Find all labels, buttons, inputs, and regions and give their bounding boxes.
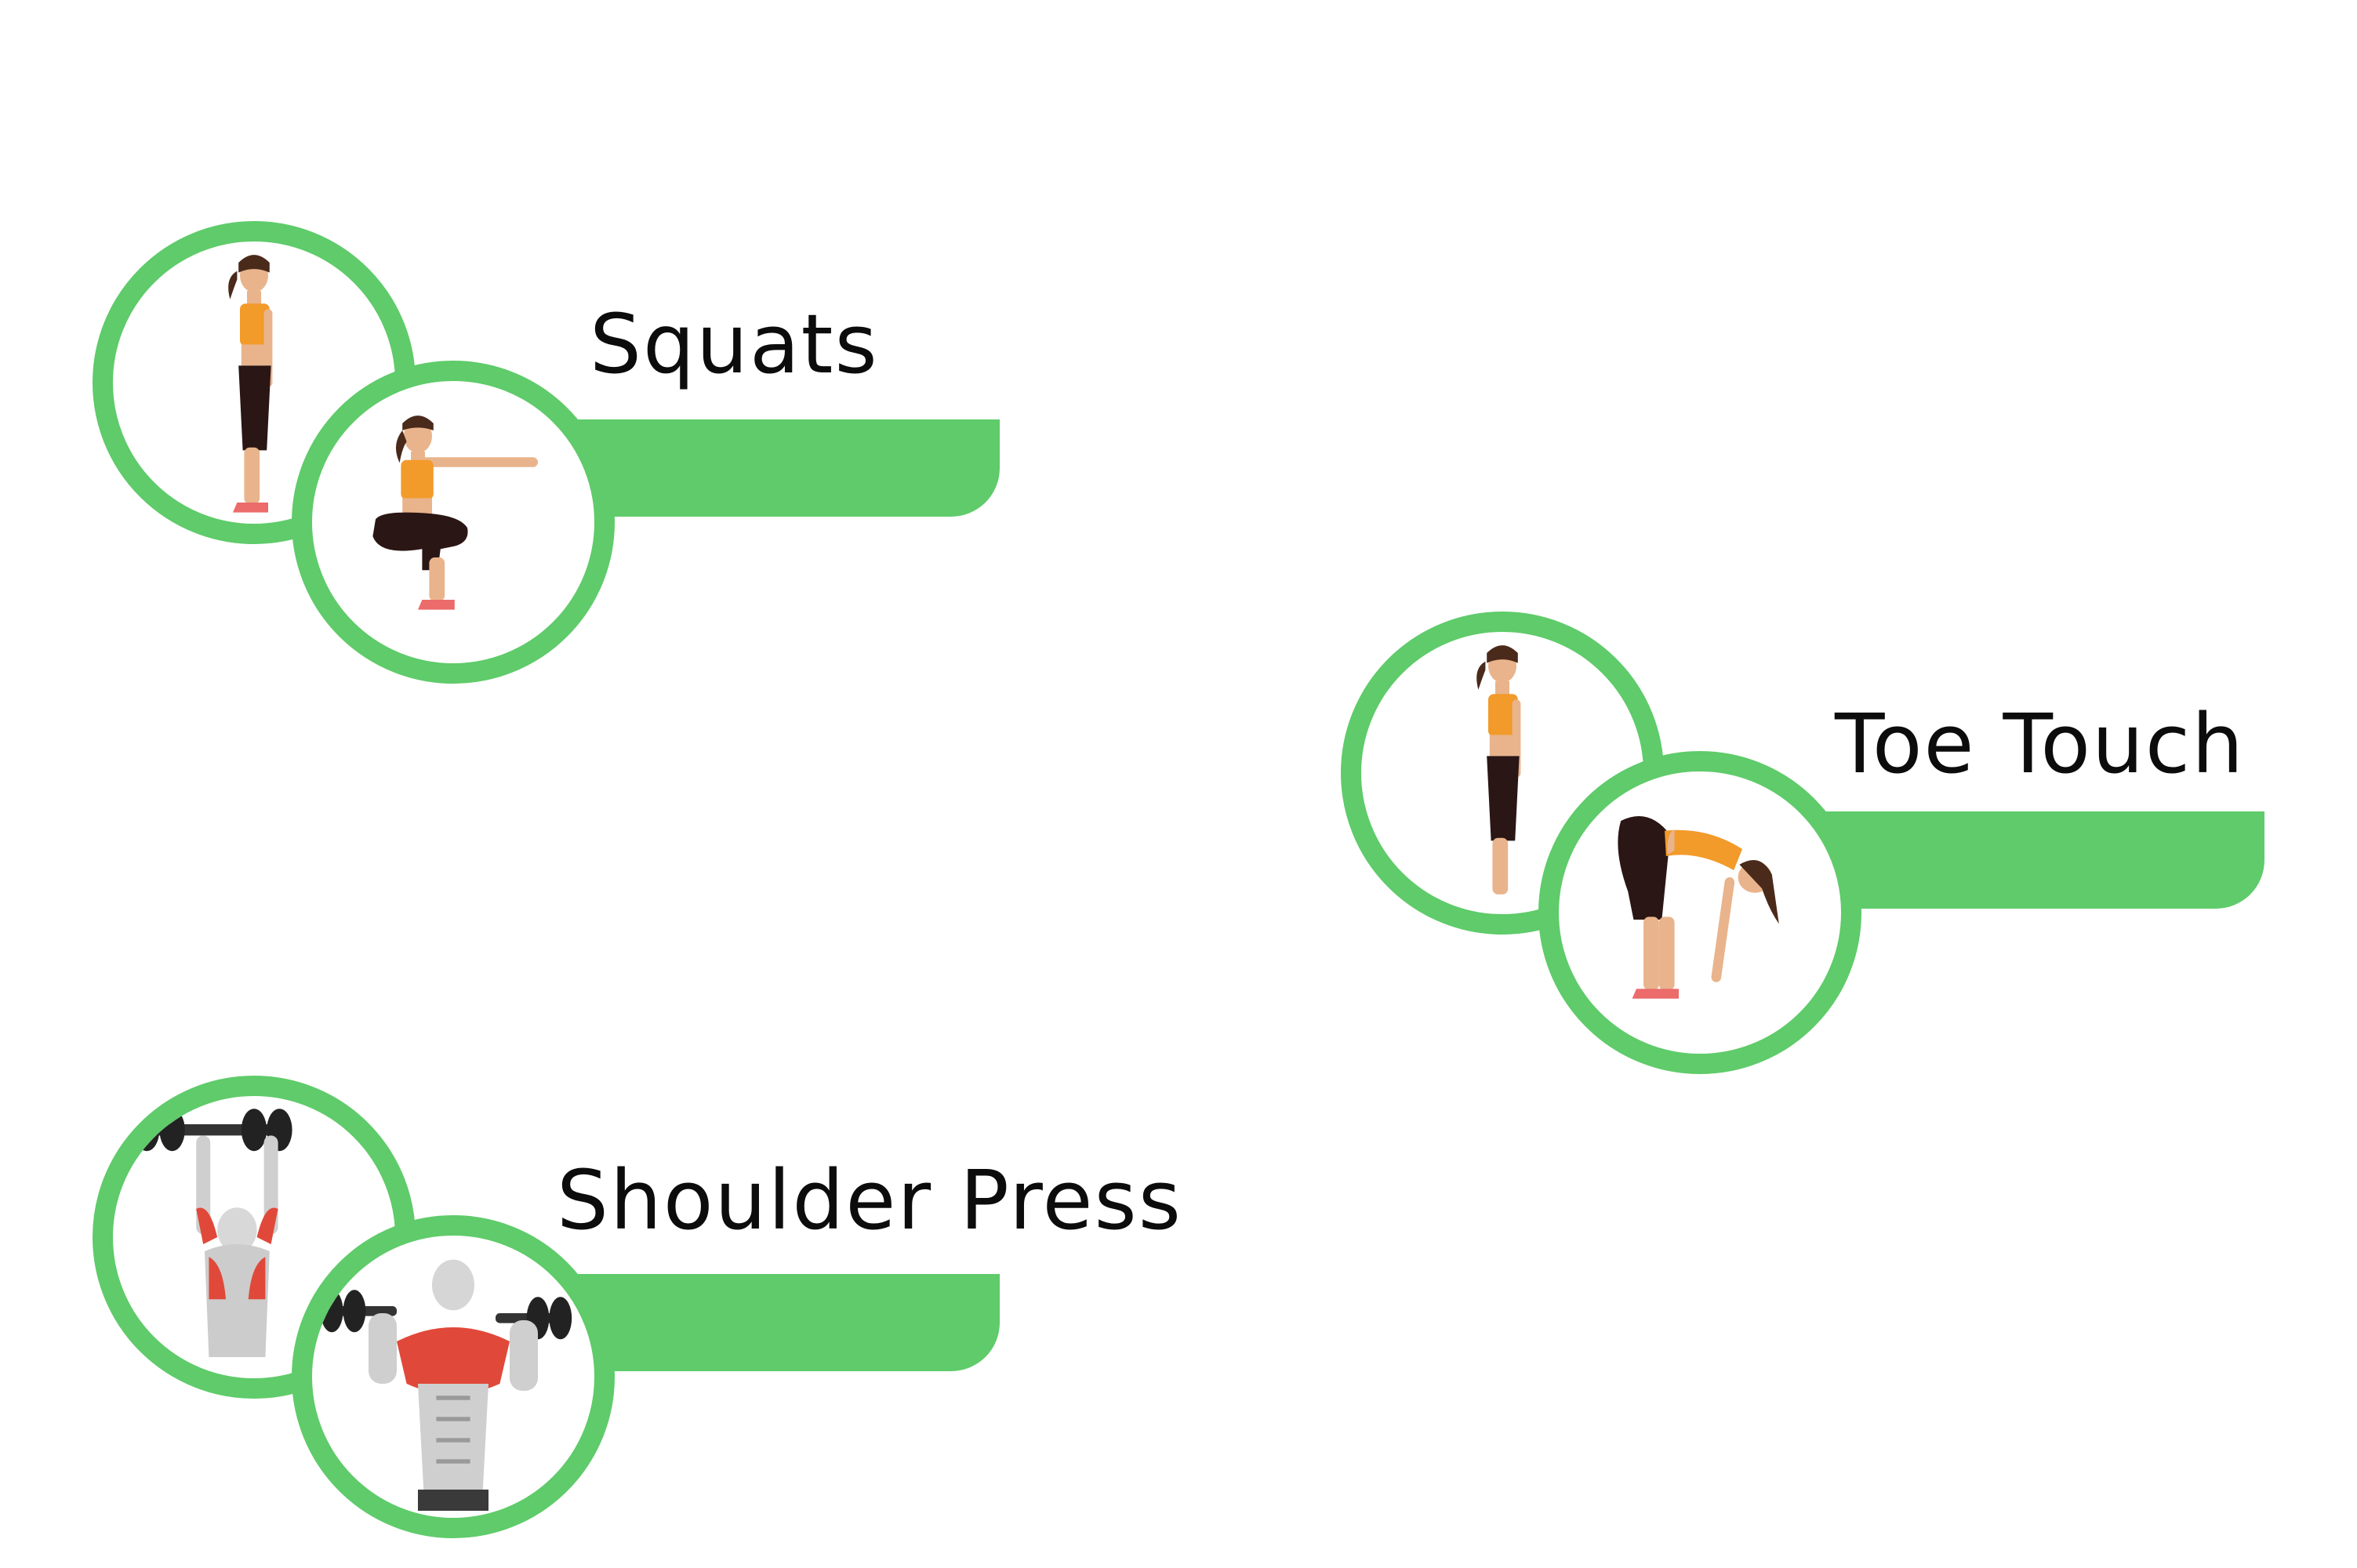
standing-woman-illustration [228, 255, 273, 513]
forward-bend-woman-illustration [1618, 816, 1779, 999]
end-pose-circle [292, 1215, 615, 1538]
overhead-press-man-illustration [134, 1109, 292, 1357]
end-pose-circle [1538, 751, 1861, 1074]
standing-woman-illustration [1476, 645, 1521, 895]
exercise-label-squats: Squats [590, 296, 879, 392]
dumbbell-press-man-illustration [320, 1259, 572, 1511]
squatting-woman-illustration [372, 416, 538, 610]
exercise-label-shoulder-press: Shoulder Press [557, 1152, 1182, 1248]
exercise-label-toe-touch: Toe Touch [1835, 696, 2246, 792]
end-pose-circle [292, 361, 615, 684]
